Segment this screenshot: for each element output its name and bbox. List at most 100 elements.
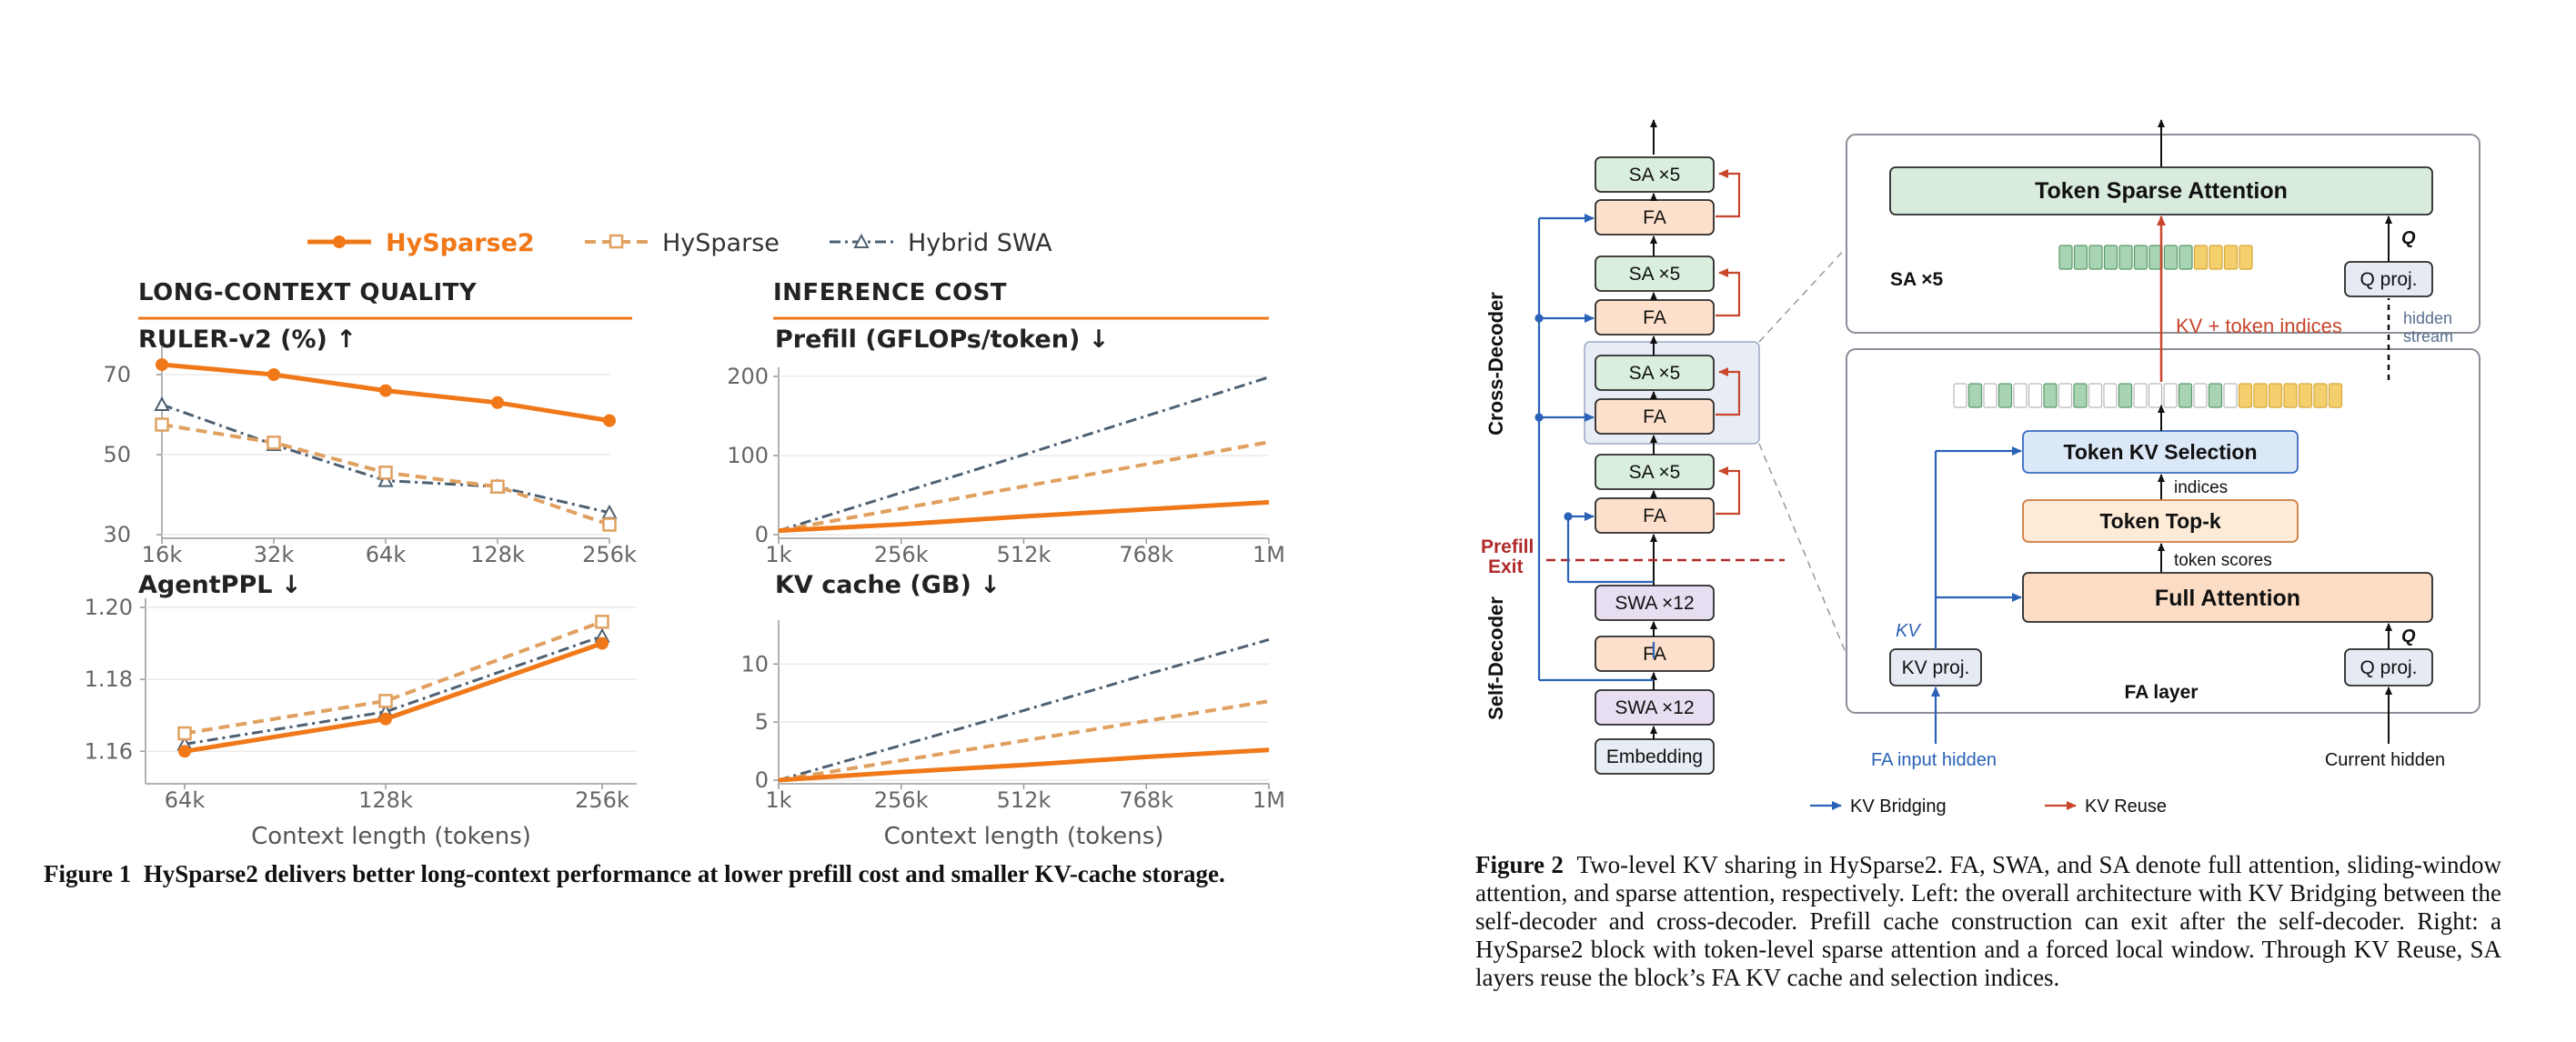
data-point <box>603 414 616 427</box>
token-cell <box>2073 245 2088 270</box>
data-point <box>602 517 617 532</box>
stack-block-label: SA ×5 <box>1629 462 1681 483</box>
x-tick-label: 256k <box>582 542 637 567</box>
q-label-top: Q <box>2401 228 2416 248</box>
stack-block-label: SWA ×12 <box>1615 697 1694 718</box>
stack-block-label: Embedding <box>1606 746 1703 767</box>
kv-label: KV <box>1896 621 1921 641</box>
token-cell <box>2253 383 2268 408</box>
token-cell <box>2179 245 2193 270</box>
legend: HySparse2 HySparse Hybrid SWA <box>307 229 1052 257</box>
y-tick-label: 0 <box>755 522 769 547</box>
series-line-hybrid-swa <box>184 635 603 746</box>
kv-proj-label: KV proj. <box>1902 657 1970 678</box>
x-tick-label: 64k <box>366 542 407 567</box>
series-line-hysparse2 <box>778 747 1270 783</box>
y-tick-label: 200 <box>727 364 769 389</box>
token-cell <box>2193 383 2208 408</box>
stack-block-label: SA ×5 <box>1629 264 1681 285</box>
token-scores-label: token scores <box>2174 551 2272 570</box>
stack-block-label: FA <box>1643 207 1666 228</box>
zoom-line-bottom <box>1758 443 1847 656</box>
x-tick-label: 1M <box>1253 787 1285 813</box>
token-cell <box>2058 245 2073 270</box>
token-sparse-attention-label: Token Sparse Attention <box>2035 178 2288 204</box>
data-point <box>379 384 392 397</box>
series-line-hysparse <box>778 440 1270 533</box>
chart-agentppl: AgentPPL ↓ 1.16 1.18 1.20 64k 128k 256k Context… <box>85 571 637 850</box>
figure2-caption-label: Figure 2 <box>1475 851 1564 878</box>
q-proj-label-top: Q proj. <box>2360 269 2417 290</box>
token-cell <box>2043 383 2058 408</box>
y-tick-label: 10 <box>740 651 769 676</box>
kv-token-indices-label: KV + token indices <box>2176 315 2342 337</box>
chart-kv-cache: KV cache (GB) ↓ 0 5 10 1k 256k 512k 768k 1M Conte… <box>740 571 1285 850</box>
series-line-hybrid-swa <box>161 403 610 515</box>
series-line-hysparse2 <box>778 499 1270 534</box>
x-axis-label: Context length (tokens) <box>251 823 531 850</box>
token-row-selected <box>1953 383 2343 408</box>
cross-decoder-label: Cross-Decoder <box>1484 292 1507 436</box>
x-tick-label: 1k <box>765 787 791 813</box>
x-tick-label: 32k <box>254 542 295 567</box>
token-cell <box>2313 383 2328 408</box>
stack-block-label: FA <box>1643 307 1666 328</box>
token-cell <box>2073 383 2088 408</box>
data-point <box>177 726 192 741</box>
token-cell <box>2208 383 2223 408</box>
token-cell <box>2328 383 2343 408</box>
x-tick-label: 64k <box>165 787 206 813</box>
legend-kv-reuse-label: KV Reuse <box>2085 797 2167 817</box>
chart-title: KV cache (GB) ↓ <box>775 571 1001 599</box>
data-point <box>378 694 393 708</box>
legend-label-hysparse2: HySparse2 <box>386 229 535 257</box>
chart-prefill: Prefill (GFLOPs/token) ↓ 0 100 200 1k 256k 512… <box>727 326 1285 567</box>
token-cell <box>2118 245 2133 270</box>
token-topk-label: Token Top-k <box>2099 509 2221 533</box>
token-cell <box>1997 383 2013 408</box>
token-cell <box>2118 383 2133 408</box>
y-tick-label: 70 <box>103 362 131 387</box>
token-row-sparse <box>2058 245 2253 270</box>
figure1-caption-label: Figure 1 <box>44 860 132 887</box>
fa-layer-frame <box>1846 348 2480 714</box>
x-tick-label: 256k <box>874 787 929 813</box>
full-attention-label: Full Attention <box>2155 586 2300 611</box>
token-cell <box>2268 383 2283 408</box>
token-cell <box>2239 245 2253 270</box>
data-point <box>379 712 392 726</box>
figure1-caption: Figure 1 HySparse2 delivers better long-… <box>44 860 1426 888</box>
token-cell <box>2148 383 2163 408</box>
self-decoder-label: Self-Decoder <box>1484 596 1507 720</box>
exit-label: Exit <box>1488 556 1524 577</box>
prefill-label: Prefill <box>1481 536 1534 557</box>
x-tick-label: 768k <box>1119 542 1173 567</box>
stream-label: stream <box>2403 327 2453 346</box>
token-cell <box>2058 383 2073 408</box>
token-cell <box>1967 383 1983 408</box>
x-tick-label: 128k <box>470 542 525 567</box>
kv-reuse-brackets <box>1716 169 1741 516</box>
x-tick-label: 128k <box>358 787 413 813</box>
data-point <box>155 417 169 432</box>
token-cell <box>2298 383 2313 408</box>
x-tick-label: 1M <box>1253 542 1285 567</box>
data-point <box>267 368 280 381</box>
hidden-label: hidden <box>2403 309 2452 327</box>
series-line-hybrid-swa <box>778 376 1270 533</box>
y-tick-label: 50 <box>103 442 131 467</box>
data-point <box>178 745 191 758</box>
q-proj-label-bottom: Q proj. <box>2360 657 2417 678</box>
data-point <box>377 472 394 487</box>
stack-block-label: SA ×5 <box>1629 363 1681 384</box>
x-tick-label: 256k <box>575 787 629 813</box>
x-tick-label: 768k <box>1119 787 1173 813</box>
x-tick-label: 16k <box>142 542 183 567</box>
token-cell <box>2133 245 2148 270</box>
legend-label-hysparse: HySparse <box>662 229 780 257</box>
legend-marker-hysparse2 <box>333 235 346 248</box>
x-tick-label: 1k <box>765 542 791 567</box>
stack-block-label: FA <box>1643 506 1666 526</box>
token-cell <box>2283 383 2298 408</box>
legend-kv-bridging-label: KV Bridging <box>1850 797 1947 817</box>
